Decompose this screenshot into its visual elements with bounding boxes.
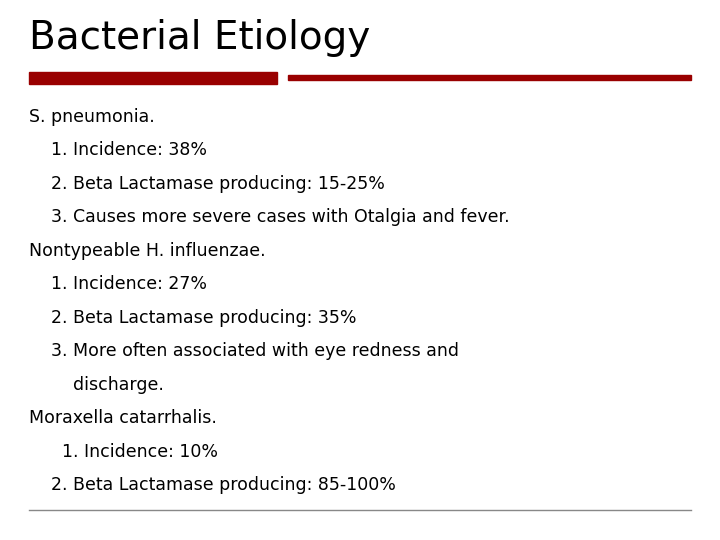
Text: 2. Beta Lactamase producing: 15-25%: 2. Beta Lactamase producing: 15-25% (29, 175, 384, 193)
Text: 1. Incidence: 27%: 1. Incidence: 27% (29, 275, 207, 293)
Text: S. pneumonia.: S. pneumonia. (29, 108, 155, 126)
Text: 3. More often associated with eye redness and: 3. More often associated with eye rednes… (29, 342, 459, 360)
Text: 2. Beta Lactamase producing: 35%: 2. Beta Lactamase producing: 35% (29, 309, 356, 327)
Text: Moraxella catarrhalis.: Moraxella catarrhalis. (29, 409, 217, 427)
Text: discharge.: discharge. (29, 376, 163, 394)
Bar (29, 72, 277, 84)
Text: 1. Incidence: 38%: 1. Incidence: 38% (29, 141, 207, 159)
Text: 3. Causes more severe cases with Otalgia and fever.: 3. Causes more severe cases with Otalgia… (29, 208, 510, 226)
Text: Nontypeable H. influenzae.: Nontypeable H. influenzae. (29, 242, 266, 260)
Text: Bacterial Etiology: Bacterial Etiology (29, 19, 370, 57)
Bar (288, 75, 691, 80)
Text: 1. Incidence: 10%: 1. Incidence: 10% (29, 443, 218, 461)
Text: 2. Beta Lactamase producing: 85-100%: 2. Beta Lactamase producing: 85-100% (29, 476, 396, 494)
